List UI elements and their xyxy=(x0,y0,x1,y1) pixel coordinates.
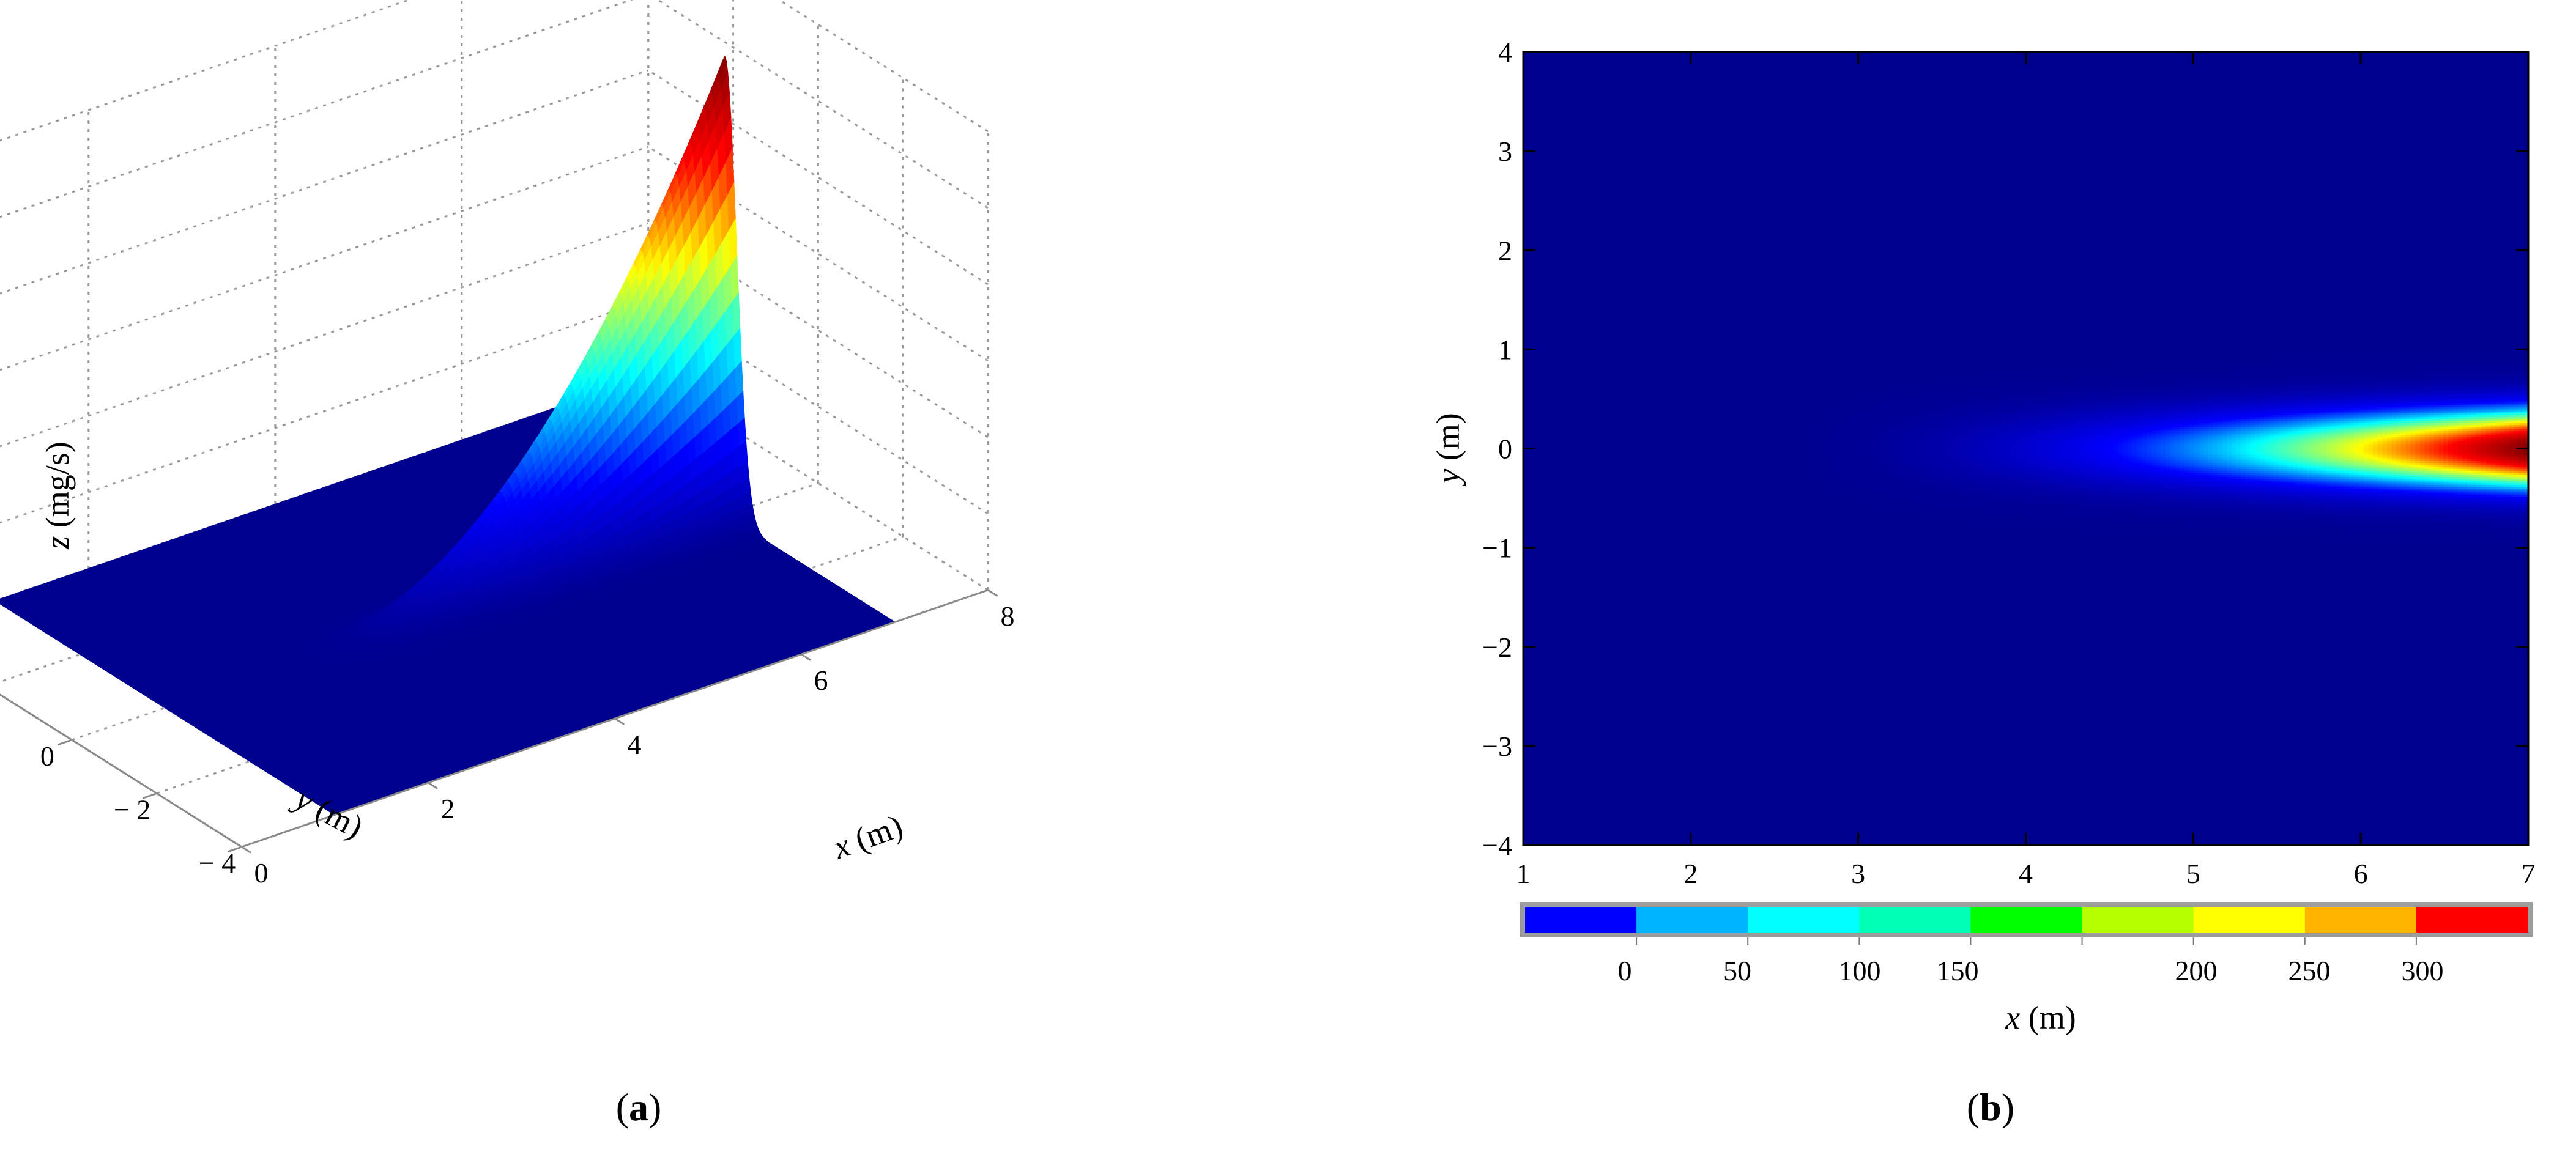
panel-b-heat-cell xyxy=(1859,395,1865,397)
panel-a-grid-line xyxy=(0,0,648,174)
panel-b-heat-cell xyxy=(1864,395,1869,397)
panel-b-heat-cell xyxy=(1935,381,1940,383)
panel-a-xtick-label: 6 xyxy=(814,665,828,696)
panel-b-heat-cell xyxy=(1897,387,1902,390)
panel-b-heat-cell xyxy=(1930,381,1936,383)
panel-a-grid-line xyxy=(648,0,988,131)
panel-a-ytick xyxy=(58,740,72,745)
panel-b-heat-cell xyxy=(1949,379,1954,382)
panel-a-ytick-label: − 4 xyxy=(199,848,236,879)
panel-b-heat-cell xyxy=(1869,393,1874,396)
panel-b-heat-cell xyxy=(1831,409,1836,412)
panel-b-heat-cell xyxy=(1972,377,1978,380)
panel-b-heat-cell xyxy=(1822,415,1827,417)
panel-b-heat-cell xyxy=(1855,397,1860,399)
panel-a-grid-line xyxy=(0,70,648,327)
panel-b-heat-cell xyxy=(1836,405,1841,407)
panel-a-xtick xyxy=(615,719,624,725)
panel-b-heat-cell xyxy=(1808,437,1813,439)
panel-a-xtick-label: 4 xyxy=(628,729,642,760)
panel-a-xtick xyxy=(242,847,251,853)
panel-a-ytick-label: 0 xyxy=(40,741,54,772)
panel-b-heat-cell xyxy=(1916,383,1921,386)
panel-b-heat-cell xyxy=(1902,385,1907,388)
panel-b-heat-cell xyxy=(1963,377,1969,380)
panel-b-heat-cell xyxy=(1841,403,1846,405)
panel-b-heat-cell xyxy=(1817,419,1822,421)
panel-b-heat-cell xyxy=(1953,379,1959,382)
panel-a-xtick-label: 2 xyxy=(441,793,455,824)
panel-a-xlabel: x (m) xyxy=(828,807,907,866)
panel-a-grid-line xyxy=(0,0,648,251)
panel-b-heat-cell xyxy=(1888,389,1893,391)
panel-b-heat-cell xyxy=(1878,391,1884,393)
panel-b-heat-cell xyxy=(1921,383,1926,386)
panel-b-heat-cell xyxy=(1883,389,1888,391)
panel-a-xtick xyxy=(801,654,811,660)
panel-b-heat-cell xyxy=(1925,381,1931,383)
panel-a-xtick-label: 8 xyxy=(1001,600,1015,632)
panel-a-grid-line xyxy=(0,147,648,404)
panel-a-label: (a) xyxy=(616,1085,662,1129)
panel-a-xtick xyxy=(988,590,997,596)
panel-b-heat-cell xyxy=(1944,379,1950,382)
panel-b-heat-cell xyxy=(1968,377,1973,380)
panel-b-heat-cell xyxy=(1826,411,1832,413)
panel-b-heat-cell xyxy=(1812,427,1817,429)
panel-b-heat-cell xyxy=(1892,387,1898,390)
panel-b-heat-cell xyxy=(1873,391,1879,393)
panel-b-heat-cell xyxy=(1906,385,1912,388)
panel-a-xtick xyxy=(428,783,437,789)
panel-b-heat-cell xyxy=(1850,399,1855,401)
panel-a-zlabel: z (mg/s) xyxy=(39,441,76,550)
panel-b-heat-cell xyxy=(1939,379,1945,382)
panel-b-heat-cell xyxy=(1977,375,1983,378)
panel-a-ytick-label: − 2 xyxy=(114,794,150,826)
panel-b-heat-cell xyxy=(1958,377,1964,380)
panel-b-heat-cell xyxy=(1845,401,1850,404)
panel-b-heat-cell xyxy=(1911,385,1917,388)
panel-a-xtick-label: 0 xyxy=(254,857,269,888)
